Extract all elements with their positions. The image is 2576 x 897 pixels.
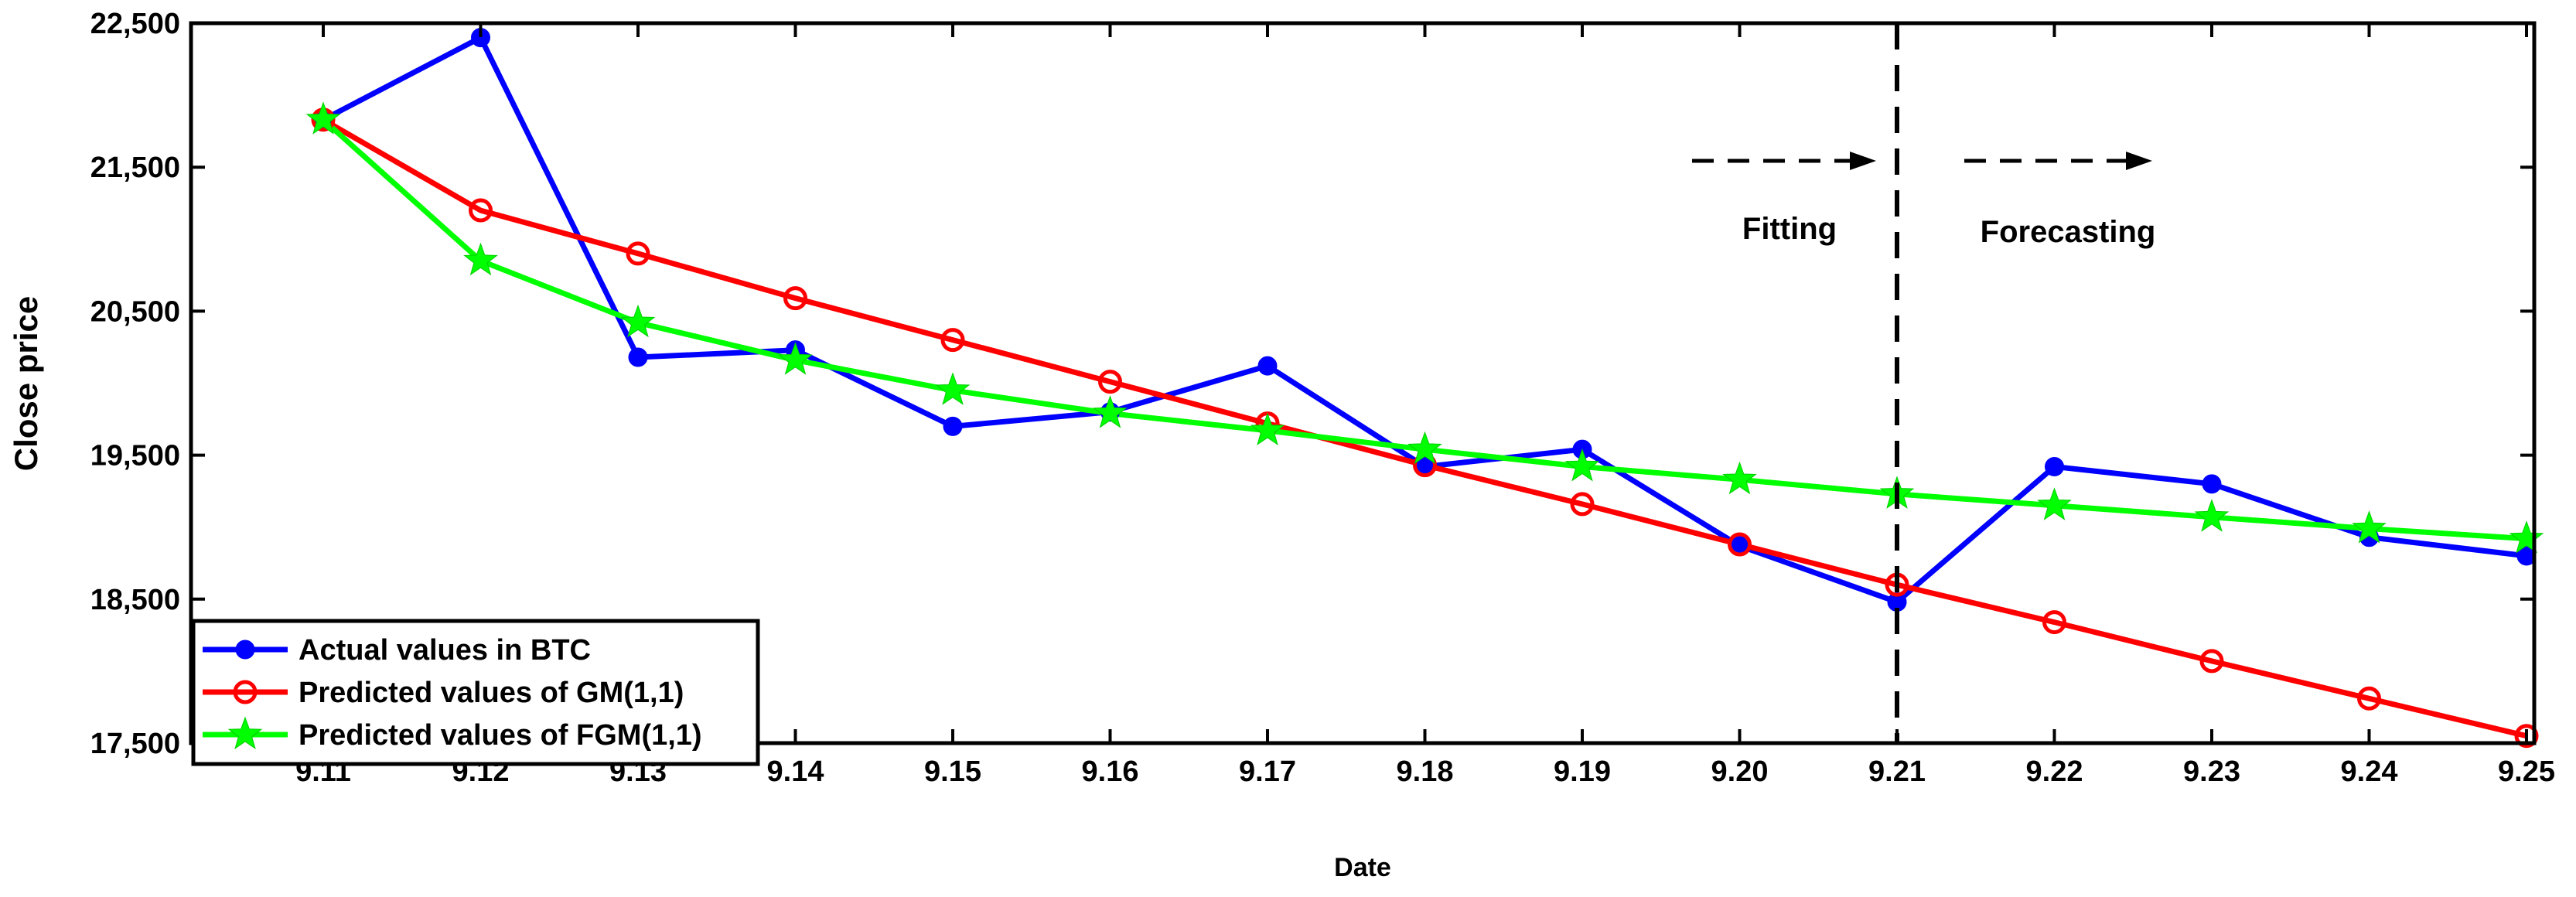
data-point-fgm — [2194, 499, 2230, 532]
fitting-arrow — [1692, 152, 1876, 170]
data-point-gm — [626, 241, 650, 266]
data-point-fgm — [1722, 461, 1757, 495]
y-tick-label: 18,500 — [90, 584, 180, 616]
legend-marker-fgm — [227, 716, 263, 749]
data-point-fgm — [1564, 448, 1600, 482]
legend-entry-fgm: Predicted values of FGM(1,1) — [203, 716, 702, 752]
x-tick-label: 9.22 — [2026, 755, 2083, 788]
legend-marker-gm — [233, 680, 258, 704]
x-tick-label: 9.18 — [1397, 755, 1454, 788]
data-point-gm — [469, 198, 493, 223]
data-point-fgm — [2037, 487, 2072, 520]
data-point-actual — [2045, 456, 2064, 476]
data-point-gm — [1570, 492, 1595, 517]
x-tick-label: 9.15 — [924, 755, 981, 788]
y-tick-label: 19,500 — [90, 440, 180, 472]
legend-entry-gm: Predicted values of GM(1,1) — [203, 677, 684, 709]
x-axis-title: Date — [1334, 853, 1391, 882]
x-tick-label: 9.25 — [2498, 755, 2555, 788]
data-point-fgm — [305, 101, 341, 135]
ticks-layer: 9.11 9.12 9.13 9.14 9.15 9.16 9.17 9.18 9.19 9.20… — [90, 8, 2555, 788]
data-point-fgm — [1407, 431, 1442, 465]
data-point-gm — [940, 328, 965, 353]
legend: Actual values in BTC Predicted values of… — [191, 619, 760, 766]
data-point-fgm — [1093, 395, 1128, 428]
x-tick-label: 9.23 — [2183, 755, 2240, 788]
data-point-fgm — [778, 342, 813, 375]
data-point-fgm — [463, 242, 498, 276]
data-point-actual — [943, 416, 963, 436]
forecasting-label: Forecasting — [1981, 215, 2156, 249]
x-tick-label: 9.17 — [1239, 755, 1296, 788]
data-point-actual — [628, 347, 648, 367]
data-point-gm — [1728, 532, 1752, 557]
forecasting-arrow — [1964, 152, 2152, 170]
y-axis-title: Close price — [8, 296, 44, 471]
data-point-actual — [2202, 474, 2222, 494]
x-tick-label: 9.24 — [2341, 755, 2398, 788]
data-point-gm — [1098, 370, 1122, 394]
y-tick-label: 21,500 — [90, 152, 180, 184]
legend-marker-actual — [235, 639, 255, 660]
data-point-fgm — [2509, 520, 2544, 554]
data-point-gm — [2357, 686, 2381, 711]
legend-label-gm: Predicted values of GM(1,1) — [299, 677, 684, 709]
x-tick-label: 9.19 — [1554, 755, 1611, 788]
data-point-fgm — [620, 304, 656, 338]
data-point-fgm — [2352, 510, 2387, 544]
x-tick-label: 9.20 — [1711, 755, 1769, 788]
y-tick-label: 22,500 — [90, 8, 180, 40]
y-tick-label: 17,500 — [90, 728, 180, 760]
data-point-fgm — [935, 372, 971, 405]
data-point-gm — [2042, 610, 2066, 635]
series-layer — [305, 28, 2544, 749]
data-point-gm — [2514, 724, 2539, 749]
data-point-gm — [2199, 649, 2224, 674]
y-tick-label: 20,500 — [90, 295, 180, 328]
legend-label-actual: Actual values in BTC — [299, 634, 591, 667]
fitting-label: Fitting — [1742, 212, 1837, 246]
data-point-actual — [1257, 356, 1278, 376]
x-tick-label: 9.21 — [1868, 755, 1926, 788]
legend-label-fgm: Predicted values of FGM(1,1) — [299, 719, 702, 752]
plot-frame — [189, 21, 2537, 745]
legend-entry-actual: Actual values in BTC — [203, 634, 591, 667]
data-point-gm — [783, 286, 807, 311]
x-tick-label: 9.14 — [767, 755, 824, 788]
x-tick-label: 9.16 — [1082, 755, 1139, 788]
data-point-fgm — [1250, 412, 1285, 445]
